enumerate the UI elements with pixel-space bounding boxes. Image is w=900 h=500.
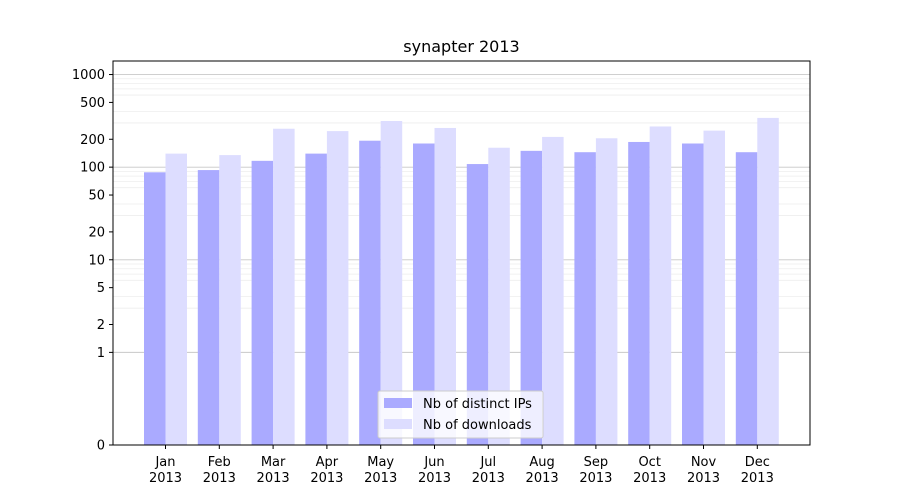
- bar-downloads: [434, 127, 456, 445]
- legend-swatch-downloads: [384, 419, 412, 429]
- bar-downloads: [542, 136, 564, 445]
- bar-distinct-ips: [520, 150, 543, 446]
- y-tick-label: 500: [80, 96, 105, 111]
- x-tick-label-year: 2013: [633, 471, 666, 486]
- plot-frame: [112, 60, 811, 446]
- bar-distinct-ips: [359, 140, 381, 446]
- y-tick-label: 100: [80, 161, 105, 176]
- y-tick-label: 1: [97, 346, 105, 361]
- x-tick-label-year: 2013: [203, 471, 236, 486]
- bar-downloads: [219, 155, 241, 445]
- bar-distinct-ips: [735, 152, 758, 445]
- bar-downloads: [380, 120, 403, 446]
- y-axis: 0 1 2 5 10 20 50 100 200 500 1000: [72, 68, 113, 454]
- x-tick-label-month: Feb: [208, 455, 231, 470]
- bars: [144, 117, 779, 446]
- y-tick-label: 200: [80, 133, 105, 148]
- bar-downloads: [488, 147, 510, 445]
- bar-downloads: [273, 128, 295, 445]
- legend-swatch-ips: [384, 398, 412, 408]
- x-tick-label-year: 2013: [579, 471, 612, 486]
- x-tick-label-month: Aug: [529, 455, 554, 470]
- bar-distinct-ips: [682, 143, 704, 446]
- x-tick-label-month: Jul: [479, 455, 496, 470]
- legend-box: [377, 390, 544, 439]
- x-tick-label-year: 2013: [472, 471, 505, 486]
- x-axis: Jan2013Feb2013Mar2013Apr2013May2013Jun20…: [149, 445, 774, 486]
- y-tick-label: 1000: [72, 68, 105, 83]
- bar-downloads: [757, 117, 779, 445]
- legend-label-ips: Nb of distinct IPs: [423, 397, 532, 412]
- bar-distinct-ips: [466, 164, 489, 445]
- x-tick-label-year: 2013: [149, 471, 182, 486]
- y-tick-label: 10: [88, 253, 105, 268]
- x-tick-label-year: 2013: [741, 471, 774, 486]
- bar-downloads: [649, 126, 672, 445]
- x-tick-label-month: Apr: [316, 455, 339, 470]
- y-tick-label: 50: [88, 189, 105, 204]
- bar-distinct-ips: [197, 170, 220, 445]
- x-tick-label-year: 2013: [310, 471, 343, 486]
- x-tick-label-month: Jun: [423, 455, 444, 470]
- bar-downloads: [165, 153, 187, 446]
- x-tick-label-month: Jan: [154, 455, 175, 470]
- x-tick-label-year: 2013: [526, 471, 559, 486]
- bar-downloads: [703, 130, 725, 445]
- bar-distinct-ips: [413, 143, 435, 446]
- bar-downloads: [326, 131, 349, 446]
- x-tick-label-month: Dec: [745, 455, 770, 470]
- x-tick-label-year: 2013: [364, 471, 397, 486]
- bar-distinct-ips: [144, 172, 166, 445]
- bar-downloads: [595, 138, 618, 445]
- x-tick-label-month: Oct: [638, 455, 660, 470]
- x-tick-label-month: Sep: [584, 455, 609, 470]
- legend: Nb of distinct IPs Nb of downloads: [377, 390, 544, 439]
- x-tick-label-month: May: [367, 455, 394, 470]
- x-tick-label-month: Nov: [691, 455, 717, 470]
- y-tick-label: 20: [88, 225, 105, 240]
- bar-distinct-ips: [305, 153, 327, 446]
- x-tick-label-month: Mar: [261, 455, 286, 470]
- chart-title: synapter 2013: [403, 37, 519, 56]
- y-tick-label: 2: [97, 318, 105, 333]
- x-tick-label-year: 2013: [418, 471, 451, 486]
- x-tick-label-year: 2013: [687, 471, 720, 486]
- bar-distinct-ips: [628, 141, 650, 445]
- bar-distinct-ips: [251, 160, 274, 445]
- bar-distinct-ips: [574, 152, 596, 445]
- x-tick-label-year: 2013: [257, 471, 290, 486]
- legend-label-downloads: Nb of downloads: [423, 418, 532, 433]
- y-tick-label: 0: [97, 439, 105, 454]
- y-tick-label: 5: [97, 281, 105, 296]
